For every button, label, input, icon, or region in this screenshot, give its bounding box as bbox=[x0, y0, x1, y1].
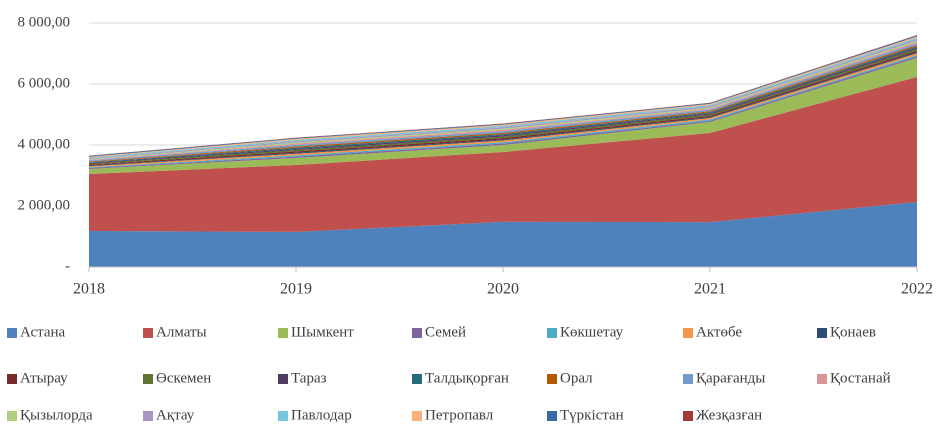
legend-swatch bbox=[412, 374, 422, 384]
legend-label: Петропавл bbox=[425, 407, 494, 423]
x-tick-label: 2021 bbox=[694, 281, 726, 298]
legend-swatch bbox=[412, 328, 422, 338]
area bbox=[89, 76, 917, 232]
legend-label: Жезқазған bbox=[696, 407, 762, 423]
legend-label: Көкшетау bbox=[560, 324, 624, 340]
legend-label: Алматы bbox=[156, 324, 207, 340]
legend-label: Орал bbox=[560, 370, 593, 386]
y-tick-label: 4 000,00 bbox=[18, 136, 71, 152]
legend-label: Қызылорда bbox=[20, 407, 93, 423]
y-tick-label: 6 000,00 bbox=[18, 75, 71, 91]
legend-swatch bbox=[278, 328, 288, 338]
legend-swatch bbox=[143, 328, 153, 338]
legend-swatch bbox=[683, 411, 693, 421]
legend-swatch bbox=[683, 374, 693, 384]
legend-label: Қостанай bbox=[830, 370, 891, 386]
legend-label: Ақтау bbox=[156, 407, 195, 423]
legend-swatch bbox=[7, 328, 17, 338]
legend-label: Атырау bbox=[20, 370, 68, 386]
x-tick-label: 2019 bbox=[280, 281, 312, 298]
legend-swatch bbox=[412, 411, 422, 421]
y-tick-label: 8 000,00 bbox=[18, 14, 71, 30]
legend-swatch bbox=[547, 411, 557, 421]
legend-swatch bbox=[143, 374, 153, 384]
area bbox=[89, 202, 917, 267]
legend-swatch bbox=[143, 411, 153, 421]
legend-label: Өскемен bbox=[156, 370, 211, 386]
legend-swatch bbox=[683, 328, 693, 338]
legend-swatch bbox=[547, 328, 557, 338]
legend-label: Талдықорған bbox=[425, 370, 509, 386]
legend-swatch bbox=[7, 374, 17, 384]
y-tick-label: 2 000,00 bbox=[18, 197, 71, 213]
legend-swatch bbox=[547, 374, 557, 384]
legend-label: Түркістан bbox=[560, 407, 624, 423]
legend-swatch bbox=[7, 411, 17, 421]
legend-swatch bbox=[817, 328, 827, 338]
legend-label: Павлодар bbox=[291, 407, 352, 423]
x-tick-label: 2020 bbox=[487, 281, 519, 298]
legend-label: Тараз bbox=[291, 370, 327, 386]
legend-label: Актөбе bbox=[696, 324, 742, 340]
legend-swatch bbox=[278, 374, 288, 384]
area bbox=[89, 57, 917, 174]
legend-label: Қарағанды bbox=[696, 370, 765, 386]
legend-swatch bbox=[278, 411, 288, 421]
legend-label: Астана bbox=[20, 324, 66, 340]
legend-label: Қонаев bbox=[830, 324, 876, 340]
x-tick-label: 2022 bbox=[901, 281, 933, 298]
legend-label: Семей bbox=[425, 324, 466, 340]
y-tick-label: - bbox=[65, 258, 70, 274]
legend-label: Шымкент bbox=[291, 324, 354, 340]
x-tick-label: 2018 bbox=[73, 281, 105, 298]
legend-swatch bbox=[817, 374, 827, 384]
